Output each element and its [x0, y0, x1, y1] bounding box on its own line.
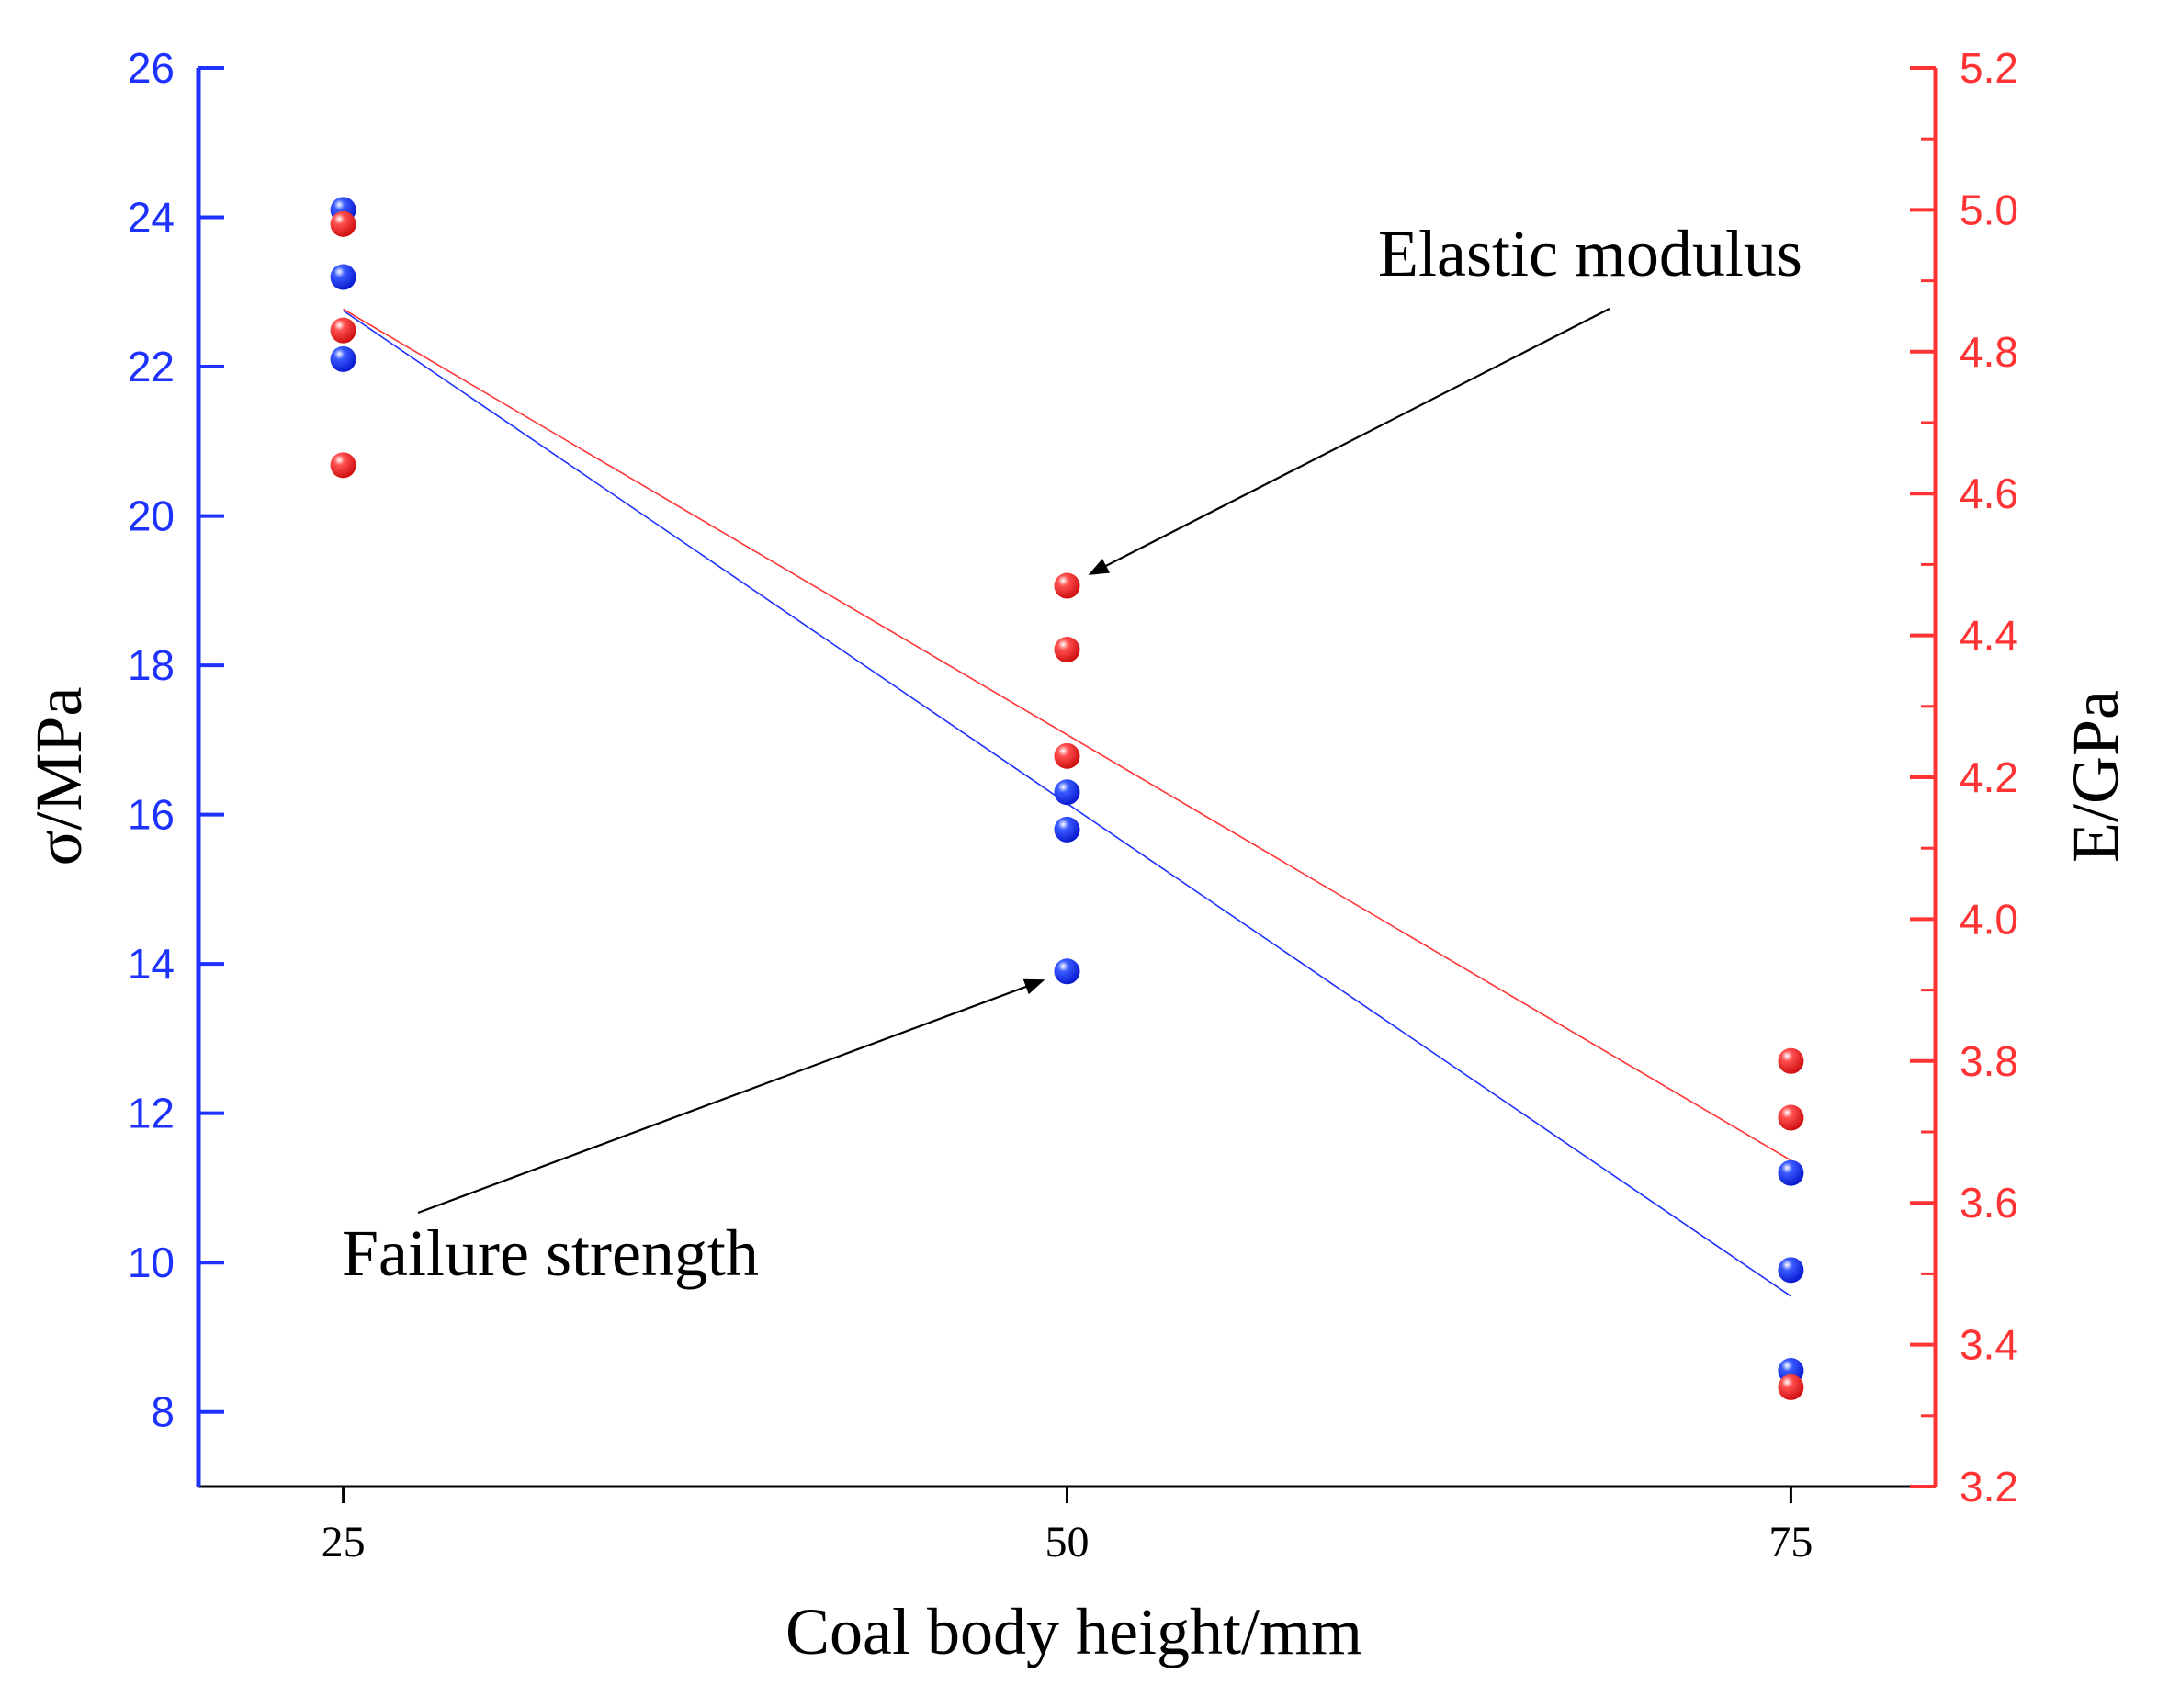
elastic-modulus-point	[1778, 1047, 1804, 1074]
failure-strength-point	[330, 345, 356, 372]
x-tick-label: 75	[1768, 1518, 1813, 1567]
y-left-tick-label: 10	[128, 1239, 175, 1286]
y-right-tick-label: 4.4	[1960, 612, 2018, 660]
y-left-tick-label: 16	[128, 791, 175, 839]
y-right-tick-label: 3.4	[1960, 1321, 2018, 1369]
y-right-tick-label: 3.8	[1960, 1037, 2018, 1085]
elastic-modulus-point	[1054, 572, 1080, 599]
x-tick-label: 50	[1045, 1518, 1090, 1567]
data-points	[330, 197, 1804, 1400]
failure-strength-point	[1054, 958, 1080, 985]
y-left-tick-label: 8	[151, 1388, 175, 1436]
y-right-tick-label: 3.2	[1960, 1463, 2018, 1510]
y-left-tick-label: 14	[128, 940, 175, 988]
annotation-arrow	[417, 978, 1045, 1215]
elastic-modulus-point	[330, 210, 356, 237]
x-tick-label: 25	[322, 1518, 366, 1567]
y-right-tick-label: 4.0	[1960, 895, 2018, 943]
failure-strength-point	[330, 264, 356, 290]
annotation-arrow	[1088, 308, 1610, 575]
elastic-modulus-fit-line	[343, 308, 1791, 1161]
y-right-tick-label: 4.2	[1960, 753, 2018, 801]
y-right-tick-label: 5.2	[1960, 44, 2018, 92]
y-left-tick-label: 24	[128, 194, 175, 242]
elastic-modulus-point	[1054, 637, 1080, 663]
y-left-tick-label: 12	[128, 1090, 175, 1137]
annotations: Elastic modulus Failure strength	[342, 217, 1802, 1290]
failure-strength-point	[1778, 1257, 1804, 1284]
axes: 8 10 12 14 16 18 20 22 24 26 3.2 3.4 3.6 3.8 4.0 4.2 4.4…	[128, 44, 2018, 1567]
y-axis-right-title: E/GPa	[2059, 690, 2132, 863]
y-right-tick-label: 4.6	[1960, 469, 2018, 517]
failure-strength-point	[1778, 1159, 1804, 1186]
elastic-modulus-point	[1054, 742, 1080, 769]
y-right-tick-label: 3.6	[1960, 1179, 2018, 1227]
y-left-tick-label: 22	[128, 343, 175, 390]
failure-strength-point	[1054, 779, 1080, 806]
y-right-tick-label: 4.8	[1960, 328, 2018, 376]
elastic-modulus-point	[1778, 1104, 1804, 1131]
y-right-tick-label: 5.0	[1960, 186, 2018, 233]
elastic-modulus-label: Elastic modulus	[1378, 217, 1802, 290]
elastic-modulus-point	[330, 317, 356, 344]
y-axis-left-title: σ/MPa	[22, 687, 96, 866]
failure-strength-label: Failure strength	[342, 1216, 759, 1290]
x-axis-title: Coal body height/mm	[785, 1595, 1362, 1668]
y-left-tick-label: 26	[128, 44, 175, 92]
elastic-modulus-point	[330, 452, 356, 479]
elastic-modulus-point	[1778, 1374, 1804, 1400]
failure-strength-point	[1054, 816, 1080, 843]
y-left-tick-label: 18	[128, 641, 175, 689]
y-left-tick-label: 20	[128, 492, 175, 540]
